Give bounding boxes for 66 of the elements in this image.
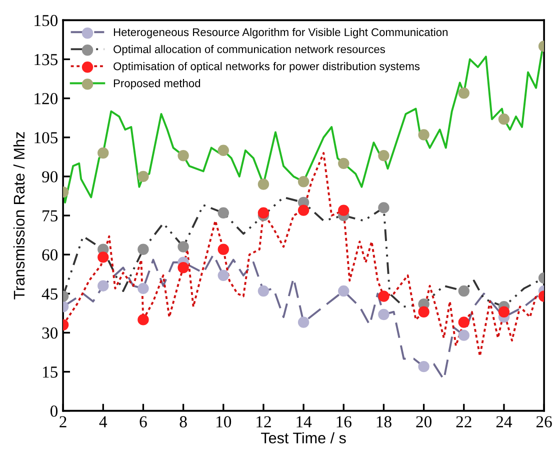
legend-label: Heterogeneous Resource Algorithm for Visible Light Communication	[114, 28, 448, 38]
point	[298, 204, 310, 216]
y-tick-label: 45	[42, 288, 58, 300]
x-tick-label: 8	[180, 416, 187, 428]
legend-label: Optimal allocation of communication network resources	[114, 45, 385, 56]
x-tick-label: 12	[256, 416, 271, 428]
point	[458, 285, 470, 297]
legend-label: Optimisation of optical networks for power distribution systems	[114, 62, 420, 72]
point	[498, 114, 510, 125]
point	[98, 252, 109, 263]
point	[338, 158, 350, 170]
point	[378, 202, 390, 214]
point	[498, 306, 510, 318]
x-tick-label: 2	[60, 416, 66, 428]
point	[258, 178, 270, 190]
point	[178, 150, 189, 162]
point	[258, 285, 270, 297]
point	[138, 170, 149, 182]
point	[98, 147, 109, 159]
legend-label: Proposed method	[114, 79, 200, 90]
y-tick-label: 15	[42, 366, 58, 378]
point	[298, 316, 310, 328]
point	[418, 360, 430, 372]
point	[458, 330, 470, 341]
point	[138, 244, 149, 255]
point	[418, 129, 430, 140]
point	[378, 290, 390, 302]
y-tick-label: 0	[50, 406, 58, 417]
x-axis-title: Test Time / s	[261, 432, 346, 444]
y-axis-title: Transmission Rate / Mhz	[13, 132, 25, 300]
point	[298, 176, 310, 188]
x-tick-label: 6	[140, 416, 147, 428]
point	[338, 285, 350, 297]
y-tick-label: 105	[34, 132, 58, 144]
x-tick-label: 22	[456, 416, 472, 428]
x-tick-label: 24	[496, 416, 512, 428]
y-tick-label: 75	[42, 210, 58, 222]
x-tick-label: 20	[416, 416, 432, 428]
point	[178, 241, 189, 252]
point	[178, 262, 189, 274]
point	[378, 308, 390, 320]
y-tick-label: 135	[34, 54, 58, 66]
point	[138, 314, 149, 326]
x-tick-label: 16	[336, 416, 352, 428]
x-tick-label: 26	[536, 416, 552, 428]
x-tick-label: 18	[376, 416, 392, 428]
point	[138, 282, 149, 294]
point	[418, 306, 430, 318]
x-tick-label: 14	[296, 416, 312, 428]
x-tick-label: 4	[99, 416, 108, 428]
point	[458, 316, 470, 328]
point	[98, 280, 109, 292]
y-tick-label: 30	[42, 327, 58, 339]
point	[338, 204, 350, 216]
point	[458, 88, 470, 99]
y-tick-label: 90	[42, 171, 58, 182]
x-tick-label: 10	[216, 416, 232, 428]
point	[378, 150, 390, 162]
point	[218, 144, 229, 156]
point	[258, 207, 270, 219]
y-tick-label: 150	[34, 14, 58, 26]
point	[218, 244, 229, 255]
point	[218, 207, 229, 219]
y-tick-label: 60	[42, 249, 58, 261]
y-tick-label: 120	[34, 93, 58, 104]
point	[218, 270, 229, 282]
